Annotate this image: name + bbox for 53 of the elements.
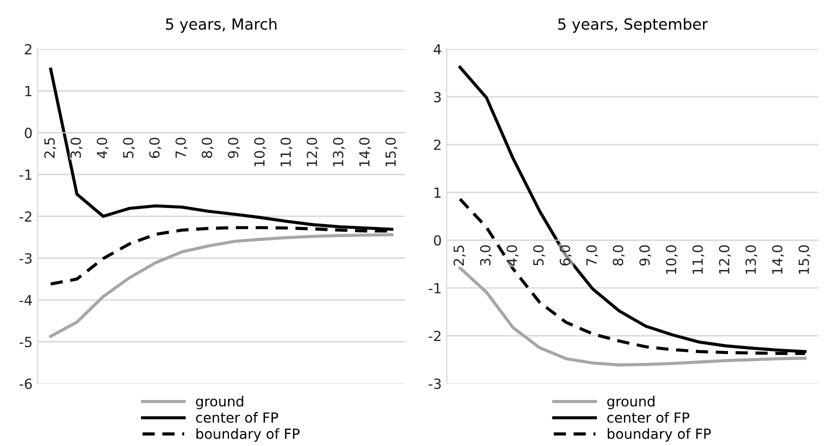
y-tick-label: -6 [20,378,32,390]
y-tick-label: -1 [428,283,441,294]
y-tick-label: 2 [24,44,32,54]
x-tick-label: 2,5 [454,246,466,266]
legend-label: boundary of FP [608,428,711,442]
x-tick-label: 10,0 [254,138,266,166]
chart-title: 5 years, March [166,18,276,33]
y-tick-label: 3 [434,92,441,102]
y-tick-label: 0 [434,235,441,246]
y-tick-label: 0 [24,128,32,138]
x-tick-label: 15,0 [385,138,398,166]
x-tick-label: 12,0 [718,245,731,274]
x-tick-label: 9,0 [639,245,652,266]
x-tick-label: 15,0 [798,245,810,274]
line-series [49,233,394,338]
x-tick-label: 4,0 [96,138,109,158]
x-tick-label: 3,0 [70,138,82,158]
x-tick-label: 12,0 [306,138,319,166]
chart-title: 5 years, September [558,18,708,33]
y-tick-label: -5 [20,336,32,348]
x-tick-label: 14,0 [359,138,372,166]
y-tick-label: -2 [20,211,32,222]
legend-label: boundary of FP [196,428,300,442]
x-tick-label: 14,0 [772,245,784,274]
x-tick-label: 5,0 [122,138,135,158]
y-tick-label: -2 [428,330,440,342]
legend-label: center of FP [196,412,278,423]
y-tick-label: -4 [20,295,32,306]
legend-label: ground [607,396,654,410]
legend-label: center of FP [607,412,690,423]
x-tick-label: 7,0 [586,245,598,266]
x-tick-label: 8,0 [612,245,625,266]
x-tick-label: 8,0 [202,138,214,158]
y-tick-label: -1 [20,170,32,180]
x-tick-label: 9,0 [228,138,240,158]
x-tick-label: 3,0 [480,245,492,266]
y-tick-label: -3 [20,253,32,264]
y-tick-label: 4 [434,44,442,54]
x-tick-label: 10,0 [666,245,678,274]
y-tick-label: 2 [434,140,440,150]
x-tick-label: 11,0 [692,245,704,274]
x-tick-label: 4,0 [506,245,519,266]
y-tick-label: 1 [434,188,441,198]
legend-label: ground [196,396,244,410]
x-tick-label: 5,0 [533,245,546,266]
y-tick-label: -3 [428,378,441,390]
x-tick-label: 2,5 [44,138,56,158]
x-tick-label: 11,0 [280,138,292,166]
x-tick-label: 13,0 [745,245,758,274]
x-tick-label: 7,0 [175,138,188,158]
x-tick-label: 6,0 [149,138,162,158]
x-tick-label: 13,0 [332,138,345,166]
y-tick-label: 1 [25,86,32,96]
